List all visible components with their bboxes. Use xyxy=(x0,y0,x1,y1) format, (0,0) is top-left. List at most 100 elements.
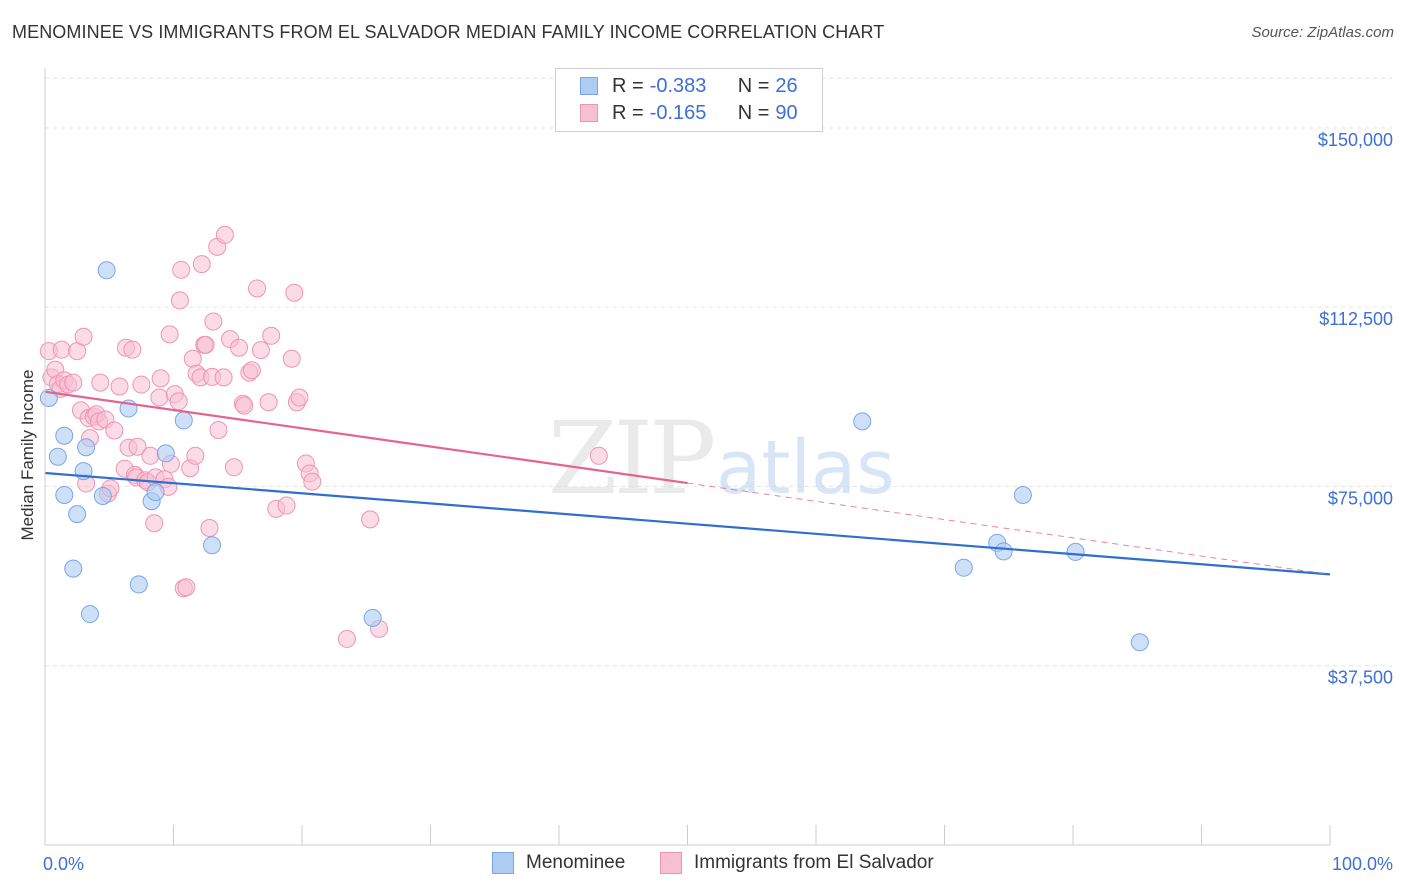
legend-r-value: -0.165 xyxy=(649,101,707,124)
legend-row-immigrants: R = -0.165 N = 90 xyxy=(580,101,798,125)
data-point-menominee xyxy=(174,411,193,430)
bottom-legend-swatch-menominee xyxy=(492,852,514,874)
data-point-menominee xyxy=(853,412,872,431)
source-label: Source: ZipAtlas.com xyxy=(1251,24,1394,41)
data-point-immigrants xyxy=(290,388,309,407)
legend-box: R = -0.383 N = 26 R = -0.165 N = 90 xyxy=(555,68,823,132)
data-point-immigrants xyxy=(145,514,164,533)
y-tick-label: $75,000 xyxy=(1328,488,1393,508)
data-point-immigrants xyxy=(214,368,233,387)
legend-r-value: -0.383 xyxy=(649,74,707,97)
bottom-legend-label-menominee: Menominee xyxy=(526,852,626,873)
data-point-immigrants xyxy=(141,446,160,465)
axis-layer: $37,500 $75,000 $112,500 $150,000 0.0% 100.0% xyxy=(43,68,1393,874)
data-point-menominee xyxy=(55,486,74,505)
data-point-immigrants xyxy=(196,335,215,354)
data-point-immigrants xyxy=(230,338,249,357)
data-point-immigrants xyxy=(91,373,110,392)
data-point-menominee xyxy=(97,261,116,280)
data-point-immigrants xyxy=(74,327,93,346)
series-menominee-points xyxy=(39,261,1149,652)
bottom-legend-immigrants: Immigrants from El Salvador xyxy=(660,852,934,874)
data-point-immigrants xyxy=(200,519,219,538)
data-point-immigrants xyxy=(242,361,261,380)
trend-layer xyxy=(44,390,1331,576)
legend-swatch-menominee xyxy=(580,77,598,95)
bottom-legend-swatch-immigrants xyxy=(660,852,682,874)
data-point-immigrants xyxy=(303,472,322,491)
watermark-zip: ZIP xyxy=(548,400,713,517)
data-point-menominee xyxy=(156,444,175,463)
legend-swatch-immigrants xyxy=(580,104,598,122)
data-point-immigrants xyxy=(235,396,254,415)
trend-line-immigrants-extension xyxy=(687,482,1331,575)
data-point-menominee xyxy=(93,486,112,505)
data-point-immigrants xyxy=(183,349,202,368)
series-immigrants-points xyxy=(39,225,608,648)
data-point-immigrants xyxy=(186,446,205,465)
data-point-immigrants xyxy=(209,420,228,439)
data-point-immigrants xyxy=(177,578,196,597)
watermark: ZIP atlas xyxy=(548,400,895,517)
legend-n-label: N = xyxy=(737,101,770,124)
data-point-immigrants xyxy=(259,393,278,412)
chart-title: MENOMINEE VS IMMIGRANTS FROM EL SALVADOR… xyxy=(12,22,885,42)
data-point-menominee xyxy=(994,542,1013,561)
legend-row-menominee: R = -0.383 N = 26 xyxy=(580,74,798,98)
data-point-menominee xyxy=(203,536,222,555)
data-point-immigrants xyxy=(110,377,129,396)
data-point-immigrants xyxy=(282,349,301,368)
data-point-immigrants xyxy=(251,341,270,360)
x-tick-label-start: 0.0% xyxy=(43,854,84,874)
data-point-immigrants xyxy=(52,340,71,359)
y-tick-label: $150,000 xyxy=(1318,130,1393,150)
data-point-immigrants xyxy=(204,312,223,331)
data-point-immigrants xyxy=(169,392,188,411)
data-point-immigrants xyxy=(262,326,281,345)
legend-n-value: 26 xyxy=(775,74,798,97)
legend-r-label: R = xyxy=(612,74,644,97)
data-point-menominee xyxy=(1130,633,1149,652)
data-point-immigrants xyxy=(589,446,608,465)
data-point-menominee xyxy=(129,575,148,594)
data-point-immigrants xyxy=(160,325,179,344)
data-point-menominee xyxy=(77,438,96,457)
watermark-atlas: atlas xyxy=(716,425,895,511)
legend-n-label: N = xyxy=(737,74,770,97)
data-point-immigrants xyxy=(361,510,380,529)
data-point-immigrants xyxy=(128,437,147,456)
data-point-menominee xyxy=(64,559,83,578)
data-point-immigrants xyxy=(215,225,234,244)
data-point-immigrants xyxy=(224,458,243,477)
data-point-menominee xyxy=(1066,542,1085,561)
data-point-immigrants xyxy=(123,340,142,359)
data-point-menominee xyxy=(48,447,67,466)
data-point-immigrants xyxy=(337,629,356,648)
x-tick-label-end: 100.0% xyxy=(1332,854,1393,874)
data-point-immigrants xyxy=(132,375,151,394)
data-point-menominee xyxy=(954,558,973,577)
data-point-immigrants xyxy=(105,421,124,440)
y-tick-label: $112,500 xyxy=(1319,309,1393,329)
data-point-immigrants xyxy=(277,496,296,515)
data-point-menominee xyxy=(68,505,87,524)
data-point-immigrants xyxy=(172,260,191,279)
data-point-immigrants xyxy=(170,291,189,310)
data-point-menominee xyxy=(363,608,382,627)
data-point-immigrants xyxy=(248,279,267,298)
data-point-immigrants xyxy=(285,283,304,302)
data-point-menominee xyxy=(80,605,99,624)
data-point-menominee xyxy=(146,483,165,502)
trend-line-menominee xyxy=(44,471,1331,576)
bottom-legend-label-immigrants: Immigrants from El Salvador xyxy=(694,852,934,873)
trend-line-immigrants xyxy=(44,390,688,485)
data-point-immigrants xyxy=(64,373,83,392)
legend-n-value: 90 xyxy=(775,101,798,124)
data-point-menominee xyxy=(1013,486,1032,505)
data-point-immigrants xyxy=(192,255,211,274)
data-point-immigrants xyxy=(150,388,169,407)
legend-r-label: R = xyxy=(612,101,644,124)
data-point-immigrants xyxy=(151,369,170,388)
y-tick-label: $37,500 xyxy=(1328,668,1393,688)
